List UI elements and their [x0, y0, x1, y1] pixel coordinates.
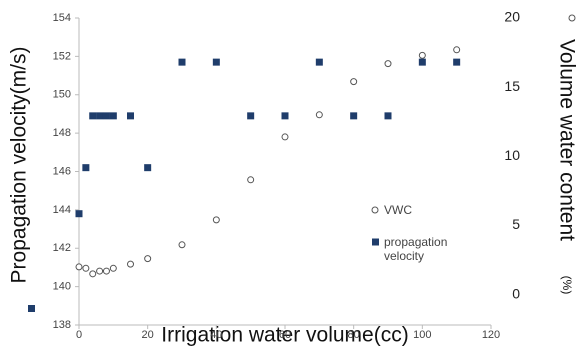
y-tick-label: 152: [53, 50, 71, 62]
y-tick-label: 154: [53, 12, 71, 24]
point: [127, 112, 134, 120]
point: [247, 176, 255, 184]
y-tick-label: 142: [53, 242, 71, 254]
point: [89, 112, 97, 120]
y-axis-marker: [28, 305, 35, 312]
x-tick-label: 0: [76, 329, 82, 341]
y-tick-label: 146: [53, 165, 71, 177]
x-tick-label: 60: [279, 329, 291, 341]
y2-tick-label: 10: [504, 147, 520, 163]
point: [82, 164, 90, 172]
legend-label: VWC: [384, 203, 412, 217]
legend-marker: [372, 238, 379, 246]
y2-axis-unit: (%): [560, 276, 574, 295]
point: [144, 164, 152, 172]
y-tick-label: 150: [53, 89, 71, 101]
y-tick-label: 140: [53, 281, 71, 293]
point: [384, 60, 392, 68]
x-tick-label: 20: [142, 329, 154, 341]
point: [96, 267, 104, 275]
legend-marker: [371, 206, 379, 214]
point: [453, 58, 461, 66]
x-tick-label: 100: [413, 329, 431, 341]
x-tick-label: 120: [482, 329, 500, 341]
point: [109, 112, 117, 120]
y2-tick-label: 0: [512, 285, 520, 301]
y2-axis-marker: [568, 14, 576, 22]
point: [418, 58, 426, 66]
y2-tick-label: 5: [512, 216, 520, 232]
point: [144, 255, 152, 263]
point: [96, 112, 104, 120]
point: [281, 112, 289, 120]
legend-label: propagation velocity: [384, 235, 448, 263]
point: [212, 216, 220, 224]
point: [315, 111, 323, 119]
point: [89, 270, 97, 278]
point: [418, 51, 426, 59]
point: [212, 58, 220, 66]
point: [75, 210, 83, 218]
y-tick-label: 138: [53, 319, 71, 331]
point: [127, 260, 134, 268]
point: [247, 112, 255, 120]
point: [178, 241, 186, 249]
point: [82, 264, 90, 272]
y2-tick-label: 20: [504, 9, 520, 25]
point: [75, 263, 83, 271]
y-tick-label: 148: [53, 127, 71, 139]
point: [102, 267, 110, 275]
y-tick-label: 144: [53, 204, 71, 216]
x-tick-label: 80: [348, 329, 360, 341]
y2-tick-label: 15: [504, 78, 520, 94]
point: [178, 58, 186, 66]
point: [350, 112, 358, 120]
point: [315, 58, 323, 66]
point: [453, 46, 461, 54]
point: [102, 112, 110, 120]
y-axis-title: Propagation velocity(m/s): [8, 47, 31, 284]
point: [109, 264, 117, 272]
point: [281, 133, 289, 141]
x-axis-title: Irrigation water volume(cc): [161, 324, 408, 347]
y2-axis-title: Volume water content: [555, 39, 578, 241]
point: [384, 112, 392, 120]
x-tick-label: 40: [210, 329, 222, 341]
point: [350, 78, 358, 86]
